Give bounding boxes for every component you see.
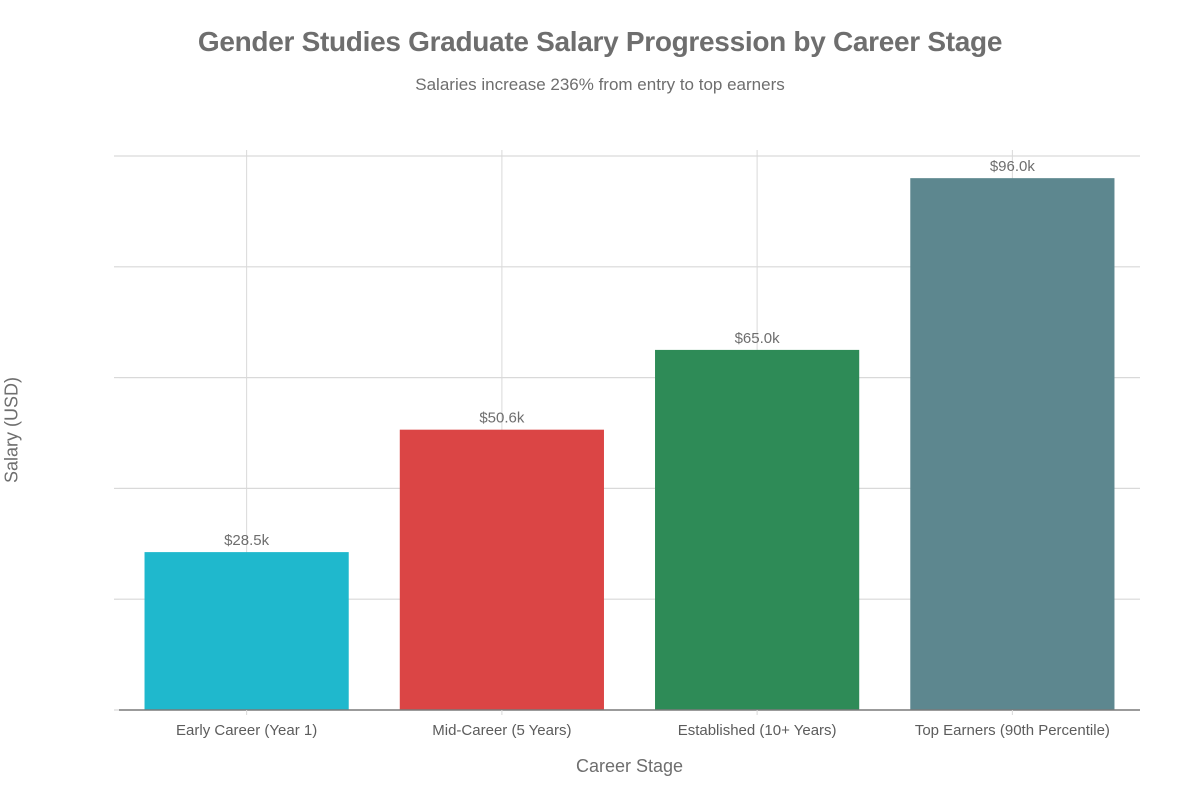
x-tick-label: Established (10+ Years) — [678, 722, 837, 739]
x-tick-label: Mid-Career (5 Years) — [432, 722, 571, 739]
bar[interactable] — [910, 178, 1115, 710]
chart-subtitle: Salaries increase 236% from entry to top… — [415, 75, 785, 94]
x-axis-label: Career Stage — [575, 756, 684, 776]
x-axis: Early Career (Year 1) Mid-Career (5 Years… — [119, 709, 1140, 739]
x-tick-label: Early Career (Year 1) — [176, 722, 317, 739]
bar-value-label: $96.0k — [990, 158, 1036, 175]
bar[interactable] — [655, 349, 860, 710]
bar-value-label: $50.6k — [479, 410, 525, 427]
bar-value-label: $28.5k — [224, 532, 270, 549]
chart-title: Gender Studies Graduate Salary Progressi… — [197, 26, 1003, 57]
bar[interactable] — [399, 429, 604, 710]
bar-value-label: $65.0k — [735, 330, 781, 347]
x-tick-label: Top Earners (90th Percentile) — [915, 722, 1110, 739]
bars: $28.5k $50.6k $65.0k $96.0k — [144, 158, 1115, 710]
bar[interactable] — [144, 552, 349, 710]
